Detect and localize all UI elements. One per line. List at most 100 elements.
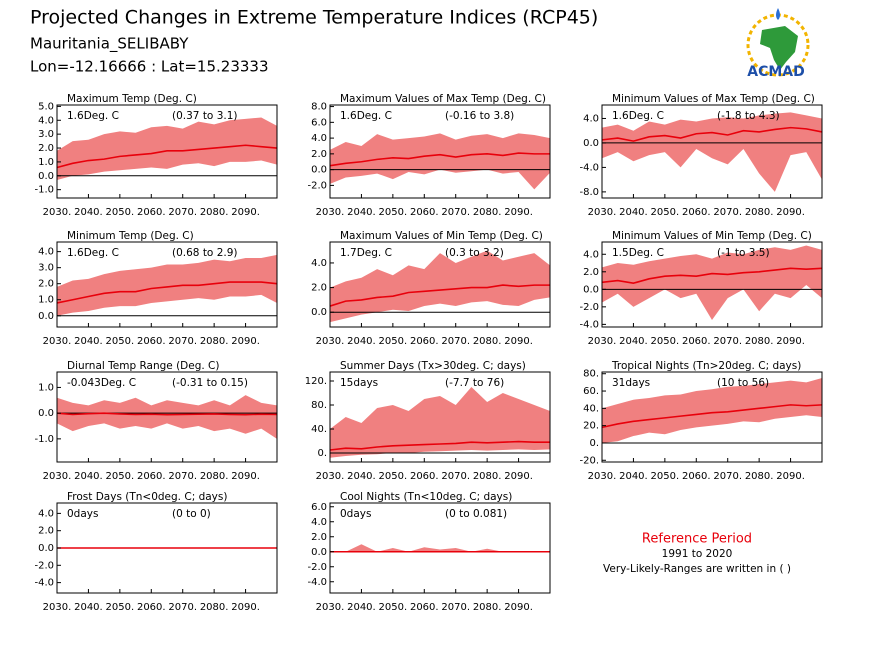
reference-title: Reference Period xyxy=(642,532,752,547)
plot-frame xyxy=(601,241,823,328)
range-band xyxy=(57,395,277,439)
plot-frame xyxy=(56,371,278,463)
x-tick-label: 2070. xyxy=(441,471,470,482)
x-tick-label: 2030. xyxy=(43,336,72,347)
panel-title: Summer Days (Tx>30deg. C; days) xyxy=(340,360,526,372)
x-tick-label: 2080. xyxy=(745,336,774,347)
x-tick-label: 2080. xyxy=(745,471,774,482)
x-tick-label: 2040. xyxy=(347,336,376,347)
panel: -1.0 0.0 1.0 2030. 2040. 2050. 2060. 2070. 2080.… xyxy=(34,360,278,482)
plot-frame xyxy=(329,104,551,199)
plot-frame xyxy=(329,502,551,594)
panel-title: Maximum Values of Max Temp (Deg. C) xyxy=(340,93,546,105)
y-tick-label: 2.0 xyxy=(311,149,327,160)
median-line xyxy=(56,412,278,416)
x-tick-label: 2090. xyxy=(231,207,260,218)
median-line xyxy=(601,267,823,285)
panel-title: Maximum Values of Min Temp (Deg. C) xyxy=(340,230,543,242)
x-tick-label: 2070. xyxy=(441,602,470,613)
y-tick-label: 3.0 xyxy=(38,263,54,274)
x-tick-label: 2050. xyxy=(106,471,135,482)
x-tick-label: 2050. xyxy=(106,207,135,218)
panel: 0.0 2.0 4.0 2030. 2040. 2050. 2060. 2070. 2080. 2… xyxy=(311,230,551,347)
x-tick-label: 2060. xyxy=(137,471,166,482)
panel-range: (0.3 to 3.2) xyxy=(445,247,504,259)
median-line xyxy=(329,440,550,451)
plot-frame xyxy=(329,371,551,463)
panel: -4.0 -2.0 0.0 2.0 4.0 6.0 2030. 2040. 2050. 2060.… xyxy=(307,491,551,613)
y-tick-label: 0.0 xyxy=(38,311,54,322)
panel-title: Diurnal Temp Range (Deg. C) xyxy=(67,360,219,372)
x-tick-label: 2090. xyxy=(231,336,260,347)
y-tick-label: -4.0 xyxy=(307,577,327,588)
panel-title: Maximum Temp (Deg. C) xyxy=(67,93,197,105)
panel-title: Tropical Nights (Tn>20deg. C; days) xyxy=(611,360,801,372)
y-tick-label: 0.0 xyxy=(38,408,54,419)
x-tick-label: 2050. xyxy=(106,602,135,613)
y-tick-label: 2.0 xyxy=(38,279,54,290)
x-tick-label: 2060. xyxy=(410,336,439,347)
x-tick-label: 2030. xyxy=(316,602,345,613)
x-tick-label: 2070. xyxy=(441,336,470,347)
x-tick-label: 2090. xyxy=(776,336,805,347)
range-band xyxy=(602,112,822,192)
y-tick-label: 4.0 xyxy=(38,508,54,519)
x-tick-label: 2060. xyxy=(137,207,166,218)
y-tick-label: 2.0 xyxy=(583,267,599,278)
y-tick-label: 6.0 xyxy=(311,502,327,513)
y-tick-label: 4.0 xyxy=(38,115,54,126)
y-tick-label: 0.0 xyxy=(311,165,327,176)
median-line xyxy=(601,404,823,429)
y-tick-label: -2.0 xyxy=(579,302,599,313)
plot-frame xyxy=(601,104,823,199)
panel-range: (-0.31 to 0.15) xyxy=(172,377,248,389)
x-tick-label: 2090. xyxy=(776,471,805,482)
x-tick-label: 2070. xyxy=(441,207,470,218)
range-band xyxy=(57,117,277,180)
y-tick-label: 120. xyxy=(305,376,327,387)
coordinates: Lon=-12.16666 : Lat=15.23333 xyxy=(30,58,269,76)
x-tick-label: 2040. xyxy=(74,207,103,218)
plot-frame xyxy=(601,371,823,463)
panel-range: (0.68 to 2.9) xyxy=(172,247,238,259)
y-tick-label: 0. xyxy=(317,448,327,459)
x-tick-label: 2030. xyxy=(588,336,617,347)
x-tick-label: 2090. xyxy=(504,471,533,482)
panel-value: -0.043Deg. C xyxy=(67,377,136,389)
panel-value: 15days xyxy=(340,377,378,389)
panel-range: (-1 to 3.5) xyxy=(717,247,770,259)
y-tick-label: 3.0 xyxy=(38,129,54,140)
x-tick-label: 2040. xyxy=(619,471,648,482)
median-line xyxy=(56,281,278,304)
logo-africa xyxy=(760,26,798,70)
x-tick-label: 2080. xyxy=(200,336,229,347)
x-tick-label: 2050. xyxy=(106,336,135,347)
panel-title: Minimum Values of Min Temp (Deg. C) xyxy=(612,230,812,242)
median-line xyxy=(56,144,278,169)
y-tick-label: -1.0 xyxy=(34,185,54,196)
x-tick-label: 2090. xyxy=(776,207,805,218)
y-tick-label: 4.0 xyxy=(38,247,54,258)
panel-value: 1.6Deg. C xyxy=(67,247,119,259)
x-tick-label: 2040. xyxy=(347,471,376,482)
y-tick-label: 1.0 xyxy=(38,382,54,393)
panel-value: 1.6Deg. C xyxy=(340,110,392,122)
x-tick-label: 2050. xyxy=(379,471,408,482)
y-tick-label: 8.0 xyxy=(311,102,327,113)
y-tick-label: 2.0 xyxy=(311,283,327,294)
y-tick-label: 40. xyxy=(311,424,327,435)
panel: 0. 40. 80. 120. 2030. 2040. 2050. 2060. 2070. 208… xyxy=(305,360,551,482)
y-tick-label: 0.0 xyxy=(583,284,599,295)
x-tick-label: 2090. xyxy=(231,471,260,482)
panel-value: 1.6Deg. C xyxy=(67,110,119,122)
y-tick-label: 0.0 xyxy=(38,543,54,554)
x-tick-label: 2080. xyxy=(473,471,502,482)
y-tick-label: 4.0 xyxy=(583,113,599,124)
location: Mauritania_SELIBABY xyxy=(30,35,189,54)
y-tick-label: 40. xyxy=(583,403,599,414)
y-tick-label: -2.0 xyxy=(34,560,54,571)
page-title: Projected Changes in Extreme Temperature… xyxy=(30,7,598,29)
logo-text: ACMAD xyxy=(747,64,805,80)
panel: 0.0 1.0 2.0 3.0 4.0 2030. 2040. 2050. 2060. 2070.… xyxy=(38,230,278,347)
x-tick-label: 2060. xyxy=(410,471,439,482)
